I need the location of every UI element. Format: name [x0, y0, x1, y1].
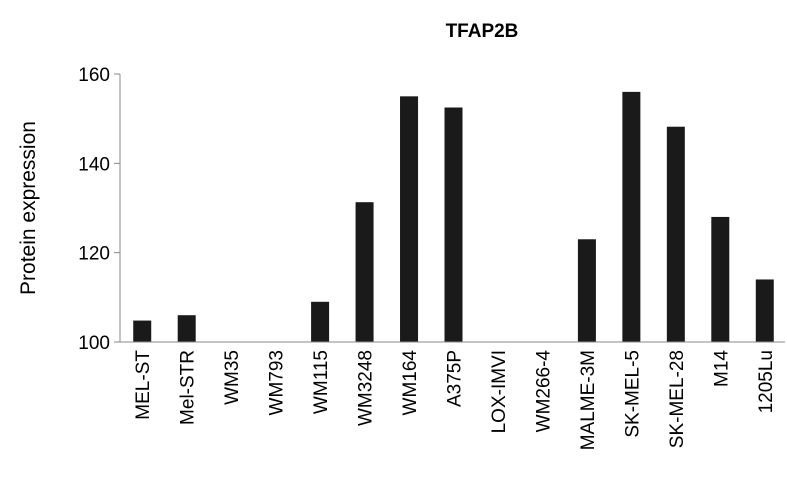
bar-sk-mel-28 [666, 126, 685, 342]
x-tick-label: WM164 [400, 350, 421, 416]
x-tick-label: WM793 [267, 350, 288, 415]
bar-sk-mel-5 [622, 91, 641, 342]
x-tick-label: WM266-4 [533, 350, 554, 433]
y-tick-label: 100 [78, 333, 110, 354]
bar-wm115 [311, 301, 330, 342]
x-tick-label: MALME-3M [578, 350, 599, 450]
x-tick-label: M14 [711, 350, 732, 387]
bar-mel-str [177, 315, 196, 342]
x-tick-label: WM35 [222, 350, 243, 405]
bar-mel-st [133, 320, 152, 342]
y-tick-label: 160 [78, 65, 110, 86]
bar-wm164 [400, 96, 419, 342]
chart-title: TFAP2B [446, 21, 519, 42]
x-tick-label: SK-MEL-28 [667, 350, 688, 448]
x-tick-label: WM115 [311, 350, 332, 414]
x-tick-label: WM3248 [356, 350, 377, 426]
x-tick-label: LOX-IMVI [489, 350, 510, 433]
x-axis-ticks: MEL-ST Mel-STR WM35 WM793 WM115 WM3248 WM164 A3… [133, 350, 777, 451]
bar-malme-3m [577, 239, 596, 342]
bars [133, 91, 774, 342]
x-tick-label: 1205Lu [756, 350, 777, 413]
x-tick-label: Mel-STR [178, 350, 199, 425]
y-tick-label: 120 [78, 244, 110, 265]
x-tick-label: SK-MEL-5 [622, 350, 643, 438]
x-tick-label: A375P [445, 350, 466, 407]
y-tick-label: 140 [78, 154, 110, 175]
x-tick-label: MEL-ST [133, 350, 154, 420]
bar-a375p [444, 107, 463, 342]
bar-m14 [711, 216, 730, 342]
y-axis-label: Protein expression [17, 121, 40, 295]
bar-wm3248 [355, 202, 374, 342]
y-axis-ticks: 100 120 140 160 [78, 65, 120, 354]
bar-1205lu [755, 279, 774, 342]
